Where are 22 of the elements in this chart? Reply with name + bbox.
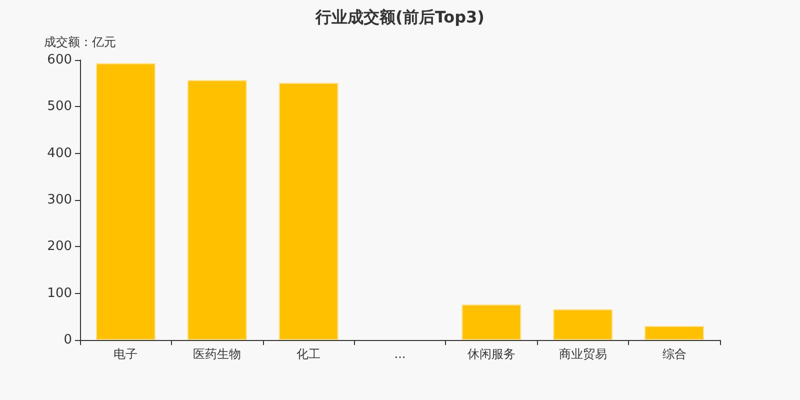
x-tick-label: 休闲服务 bbox=[467, 347, 516, 361]
bar bbox=[553, 309, 613, 340]
chart-title: 行业成交额(前后Top3) bbox=[314, 8, 484, 26]
y-tick-label: 100 bbox=[47, 286, 72, 301]
x-tick-label: 电子 bbox=[114, 347, 138, 361]
y-tick-label: 600 bbox=[47, 52, 72, 68]
y-tick-label: 400 bbox=[47, 146, 72, 161]
x-tick-label: 综合 bbox=[662, 347, 686, 361]
y-axis-title: 成交额：亿元 bbox=[44, 35, 116, 49]
y-tick-label: 200 bbox=[47, 239, 72, 254]
y-tick-label: 300 bbox=[47, 192, 72, 208]
x-tick-label: 化工 bbox=[296, 347, 321, 361]
x-tick-label: ... bbox=[394, 347, 406, 361]
y-tick-label: 0 bbox=[64, 332, 72, 348]
x-tick-label: 医药生物 bbox=[193, 347, 242, 361]
bar bbox=[187, 80, 247, 340]
x-tick-label: 商业贸易 bbox=[558, 347, 607, 361]
bar bbox=[462, 304, 522, 340]
bar bbox=[96, 63, 156, 340]
y-tick-label: 500 bbox=[47, 99, 72, 114]
bar bbox=[644, 326, 704, 340]
bar bbox=[278, 82, 338, 340]
